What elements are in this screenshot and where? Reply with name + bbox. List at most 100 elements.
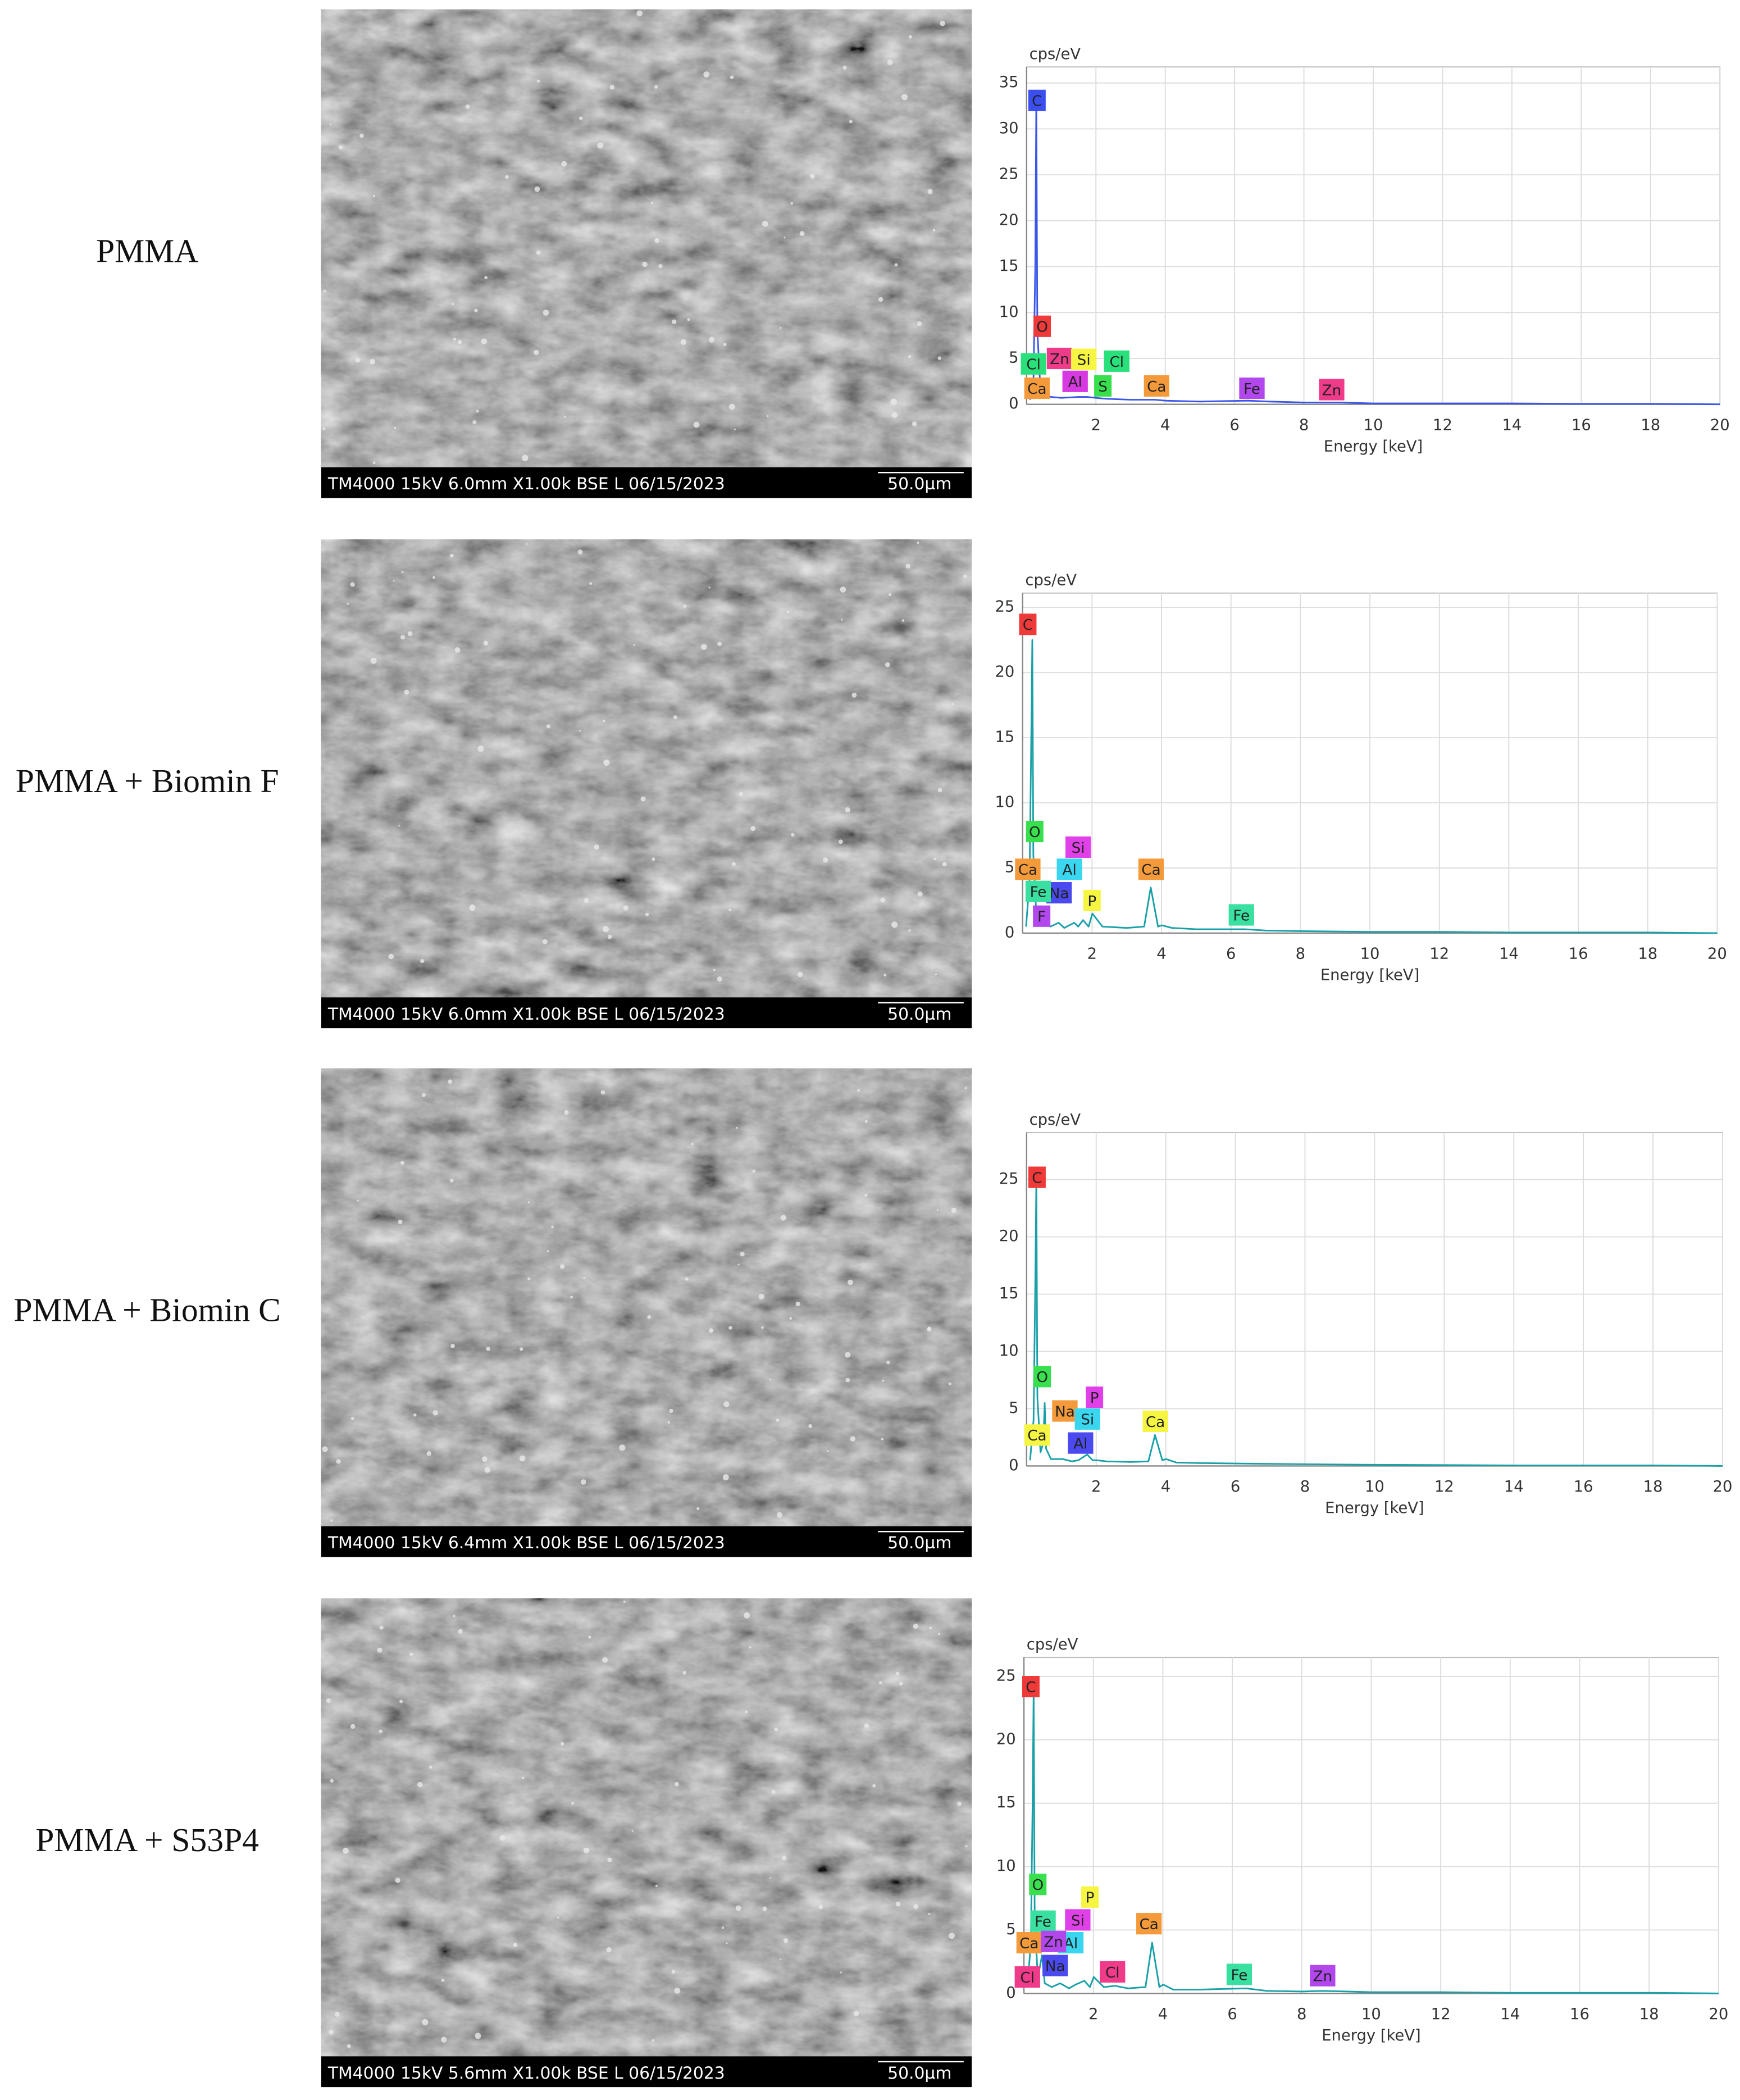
sem-particle <box>722 1474 729 1481</box>
sem-particle <box>577 549 583 554</box>
sem-particle <box>457 340 462 344</box>
peak-label: Cl <box>1020 1970 1035 1987</box>
sem-particle <box>404 689 409 695</box>
sem-particle <box>864 1120 868 1123</box>
sem-particle <box>579 116 583 120</box>
x-tick-label: 16 <box>1572 416 1591 434</box>
sem-particle <box>372 195 376 198</box>
sem-particle <box>838 839 843 844</box>
sem-particle <box>449 553 454 558</box>
sem-particle <box>334 2011 340 2017</box>
sem-particle <box>965 1845 968 1848</box>
sem-particle <box>901 619 905 622</box>
sem-particle <box>469 904 476 911</box>
peak-label: Si <box>1071 1912 1085 1929</box>
x-tick-label: 4 <box>1160 416 1170 434</box>
sem-particle <box>655 1884 658 1887</box>
x-tick-label: 6 <box>1229 416 1239 434</box>
sem-particle <box>840 1971 842 1974</box>
sem-particle <box>633 644 635 646</box>
sem-scale: 50.0µm <box>887 1533 951 1553</box>
x-tick-label: 16 <box>1569 946 1588 963</box>
sem-particle <box>888 593 892 597</box>
y-tick-label: 20 <box>999 211 1019 229</box>
sem-particle <box>963 574 967 578</box>
peak-label-box <box>1030 1910 1056 1932</box>
x-tick-label: 8 <box>1297 2006 1306 2023</box>
sem-particle <box>357 1199 359 1202</box>
sem-particle <box>749 1646 751 1649</box>
sem-particle <box>769 1378 772 1381</box>
sem-particle <box>739 792 743 796</box>
sem-particle <box>336 1459 341 1464</box>
sem-particle <box>475 2033 481 2039</box>
sem-particle <box>752 1170 755 1173</box>
sem-particle <box>780 1215 786 1221</box>
y-tick-label: 20 <box>995 663 1015 681</box>
x-tick-label: 8 <box>1299 416 1309 434</box>
sem-particle <box>420 958 425 963</box>
peak-label-box <box>1042 1954 1068 1976</box>
sem-info: TM4000 15kV 5.6mm X1.00k BSE L 06/15/202… <box>327 2063 725 2083</box>
peak-label: Fe <box>1030 884 1047 901</box>
sem-particle <box>940 21 945 26</box>
sem-particle <box>927 189 933 194</box>
sem-particle <box>607 934 612 939</box>
peak-label: Ca <box>1019 1935 1038 1952</box>
sem-particle <box>848 1279 853 1285</box>
peak-label-box <box>1068 1432 1094 1454</box>
x-tick-label: 2 <box>1091 416 1101 434</box>
sem-scale: 50.0µm <box>887 2063 951 2083</box>
sem-image <box>321 1598 972 2057</box>
sem-particle <box>330 1779 334 1783</box>
peak-label: Zn <box>1322 382 1342 399</box>
sem-particle <box>417 1781 423 1788</box>
sem-particle <box>850 1436 856 1442</box>
sem-particle <box>696 1507 700 1511</box>
peak-label-box <box>1138 858 1164 880</box>
sem-particle <box>774 1728 778 1731</box>
y-tick-label: 15 <box>999 257 1019 275</box>
x-tick-label: 14 <box>1504 1478 1524 1496</box>
x-axis-label: Energy [keV] <box>1322 2027 1420 2044</box>
sem-particle <box>542 939 548 944</box>
peak-label-box <box>1142 1410 1168 1432</box>
sem-particle <box>640 796 646 802</box>
sem-particle <box>669 1408 673 1413</box>
y-tick-label: 5 <box>1006 1921 1015 1938</box>
x-tick-label: 16 <box>1574 1478 1593 1496</box>
peak-label-box <box>1319 379 1345 401</box>
sem-particle <box>432 576 436 579</box>
sem-particle <box>642 261 648 267</box>
sem-particle <box>536 79 540 83</box>
sem-particle <box>905 563 911 569</box>
sem-particle <box>583 1277 586 1279</box>
sem-particle <box>534 349 539 355</box>
sem-texture <box>321 539 972 998</box>
sem-particle <box>394 426 397 429</box>
sem-particle <box>728 1326 732 1330</box>
sem-particle <box>744 1710 748 1713</box>
sem-particle <box>744 1612 750 1619</box>
sem-particle <box>654 85 658 89</box>
x-tick-label: 20 <box>1709 2006 1728 2023</box>
peak-label: Ca <box>1146 1414 1165 1431</box>
sem-particle <box>426 1451 432 1456</box>
sem-particle <box>674 1781 679 1787</box>
y-tick-label: 5 <box>1009 349 1018 366</box>
peak-label-box <box>1065 1909 1091 1931</box>
sem-particle <box>951 1207 956 1213</box>
sem-particle <box>400 1161 404 1165</box>
sem-scale: 50.0µm <box>887 474 951 494</box>
sem-particle <box>818 1904 823 1910</box>
sem-particle <box>845 1352 851 1358</box>
sem-particle <box>721 1926 725 1929</box>
sem-particle <box>912 421 917 426</box>
sem-texture <box>321 1598 972 2057</box>
sem-particle <box>674 1987 681 1994</box>
peak-label-box <box>1228 904 1254 926</box>
sem-particle <box>441 1979 445 1982</box>
sem-particle <box>932 229 936 231</box>
y-tick-label: 15 <box>999 1285 1019 1302</box>
